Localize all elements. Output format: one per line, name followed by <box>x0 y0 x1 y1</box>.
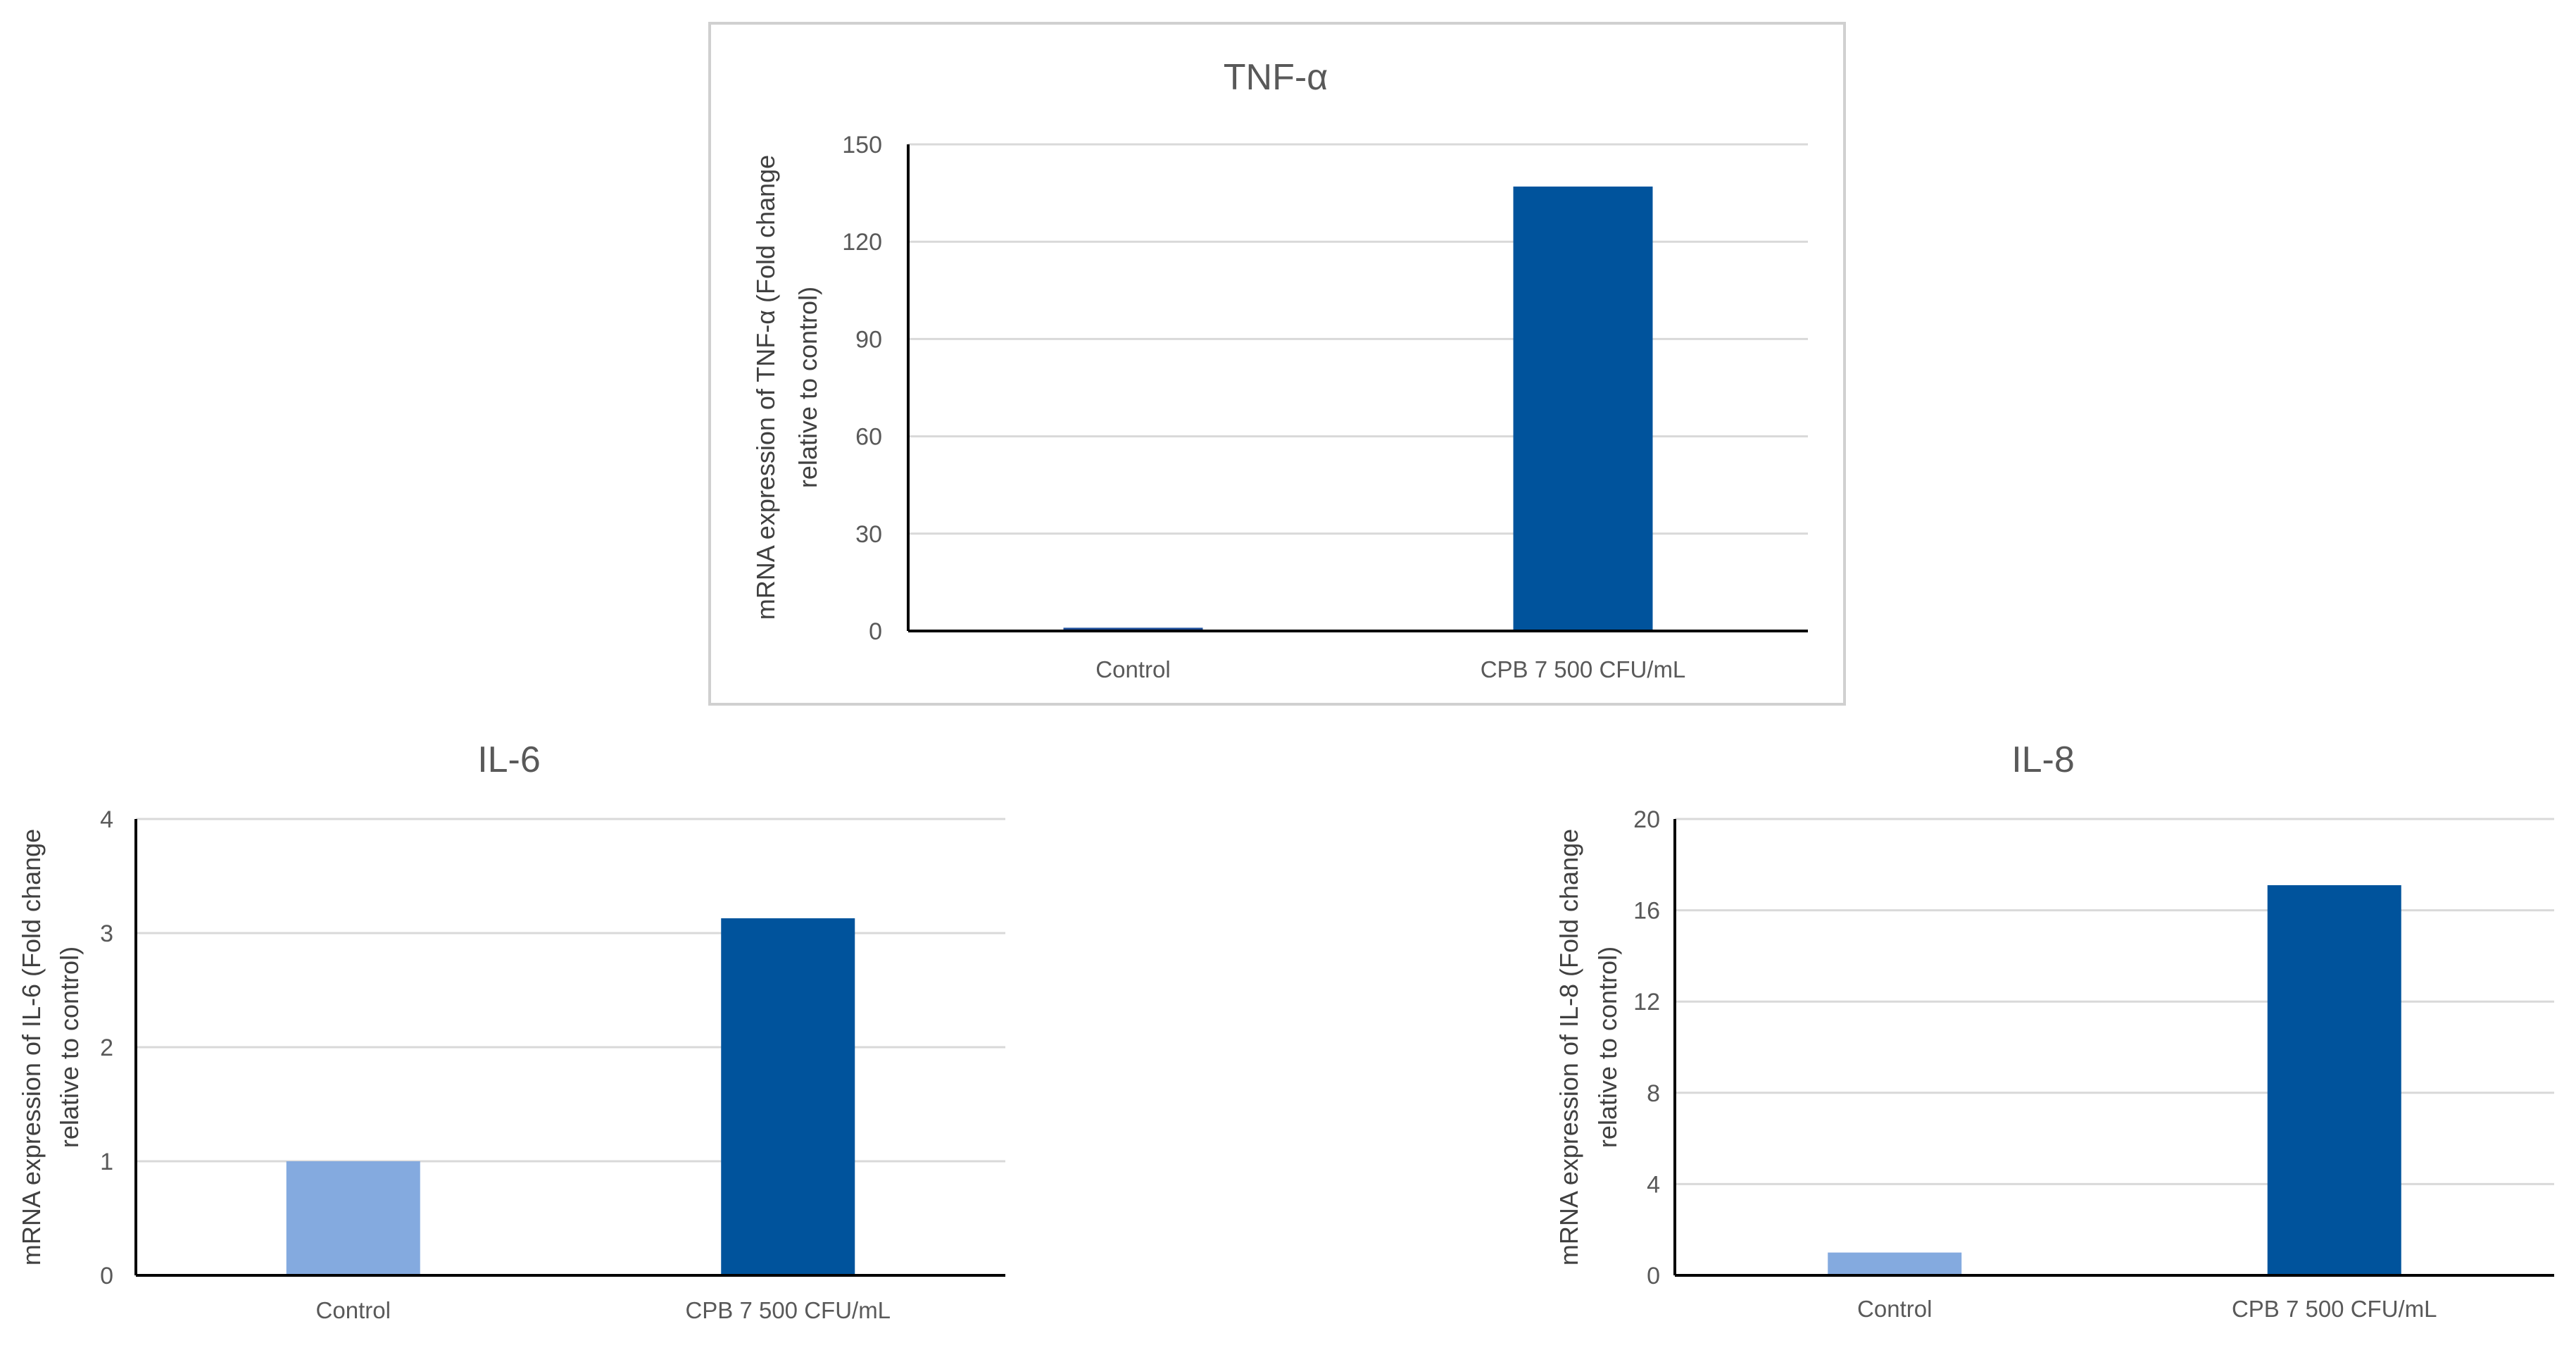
chart-border <box>708 22 1846 706</box>
x-category-label: Control <box>1095 656 1170 682</box>
y-axis-label: relative to control) <box>55 946 84 1148</box>
x-category-label: CPB 7 500 CFU/mL <box>685 1297 891 1323</box>
y-tick-label: 12 <box>1633 989 1660 1015</box>
y-tick-label: 4 <box>100 806 113 833</box>
chart-il6: 0 1 2 3 4 Control CPB 7 500 CFU/mL IL-6 mRNA exp… <box>17 739 1005 1323</box>
y-tick-label: 1 <box>100 1149 113 1175</box>
y-tick-label: 2 <box>100 1035 113 1061</box>
chart-title: IL-6 <box>477 739 541 780</box>
y-tick-label: 8 <box>1647 1080 1660 1107</box>
y-axis-label: relative to control) <box>1593 946 1622 1148</box>
y-tick-label: 90 <box>855 326 882 353</box>
x-category-label: Control <box>316 1297 391 1323</box>
y-axis-label: mRNA expression of IL-8 (Fold change <box>1554 829 1583 1265</box>
y-tick-label: 0 <box>1647 1263 1660 1289</box>
chart-tnf: 0 30 60 90 120 150 Control CPB 7 500 CFU/mL TNF-… <box>708 22 1846 706</box>
y-axis-label: mRNA expression of TNF-α (Fold change <box>751 155 780 620</box>
bar-il8-1 <box>2267 885 2401 1275</box>
x-category-label: CPB 7 500 CFU/mL <box>2232 1296 2437 1322</box>
y-tick-label: 4 <box>1647 1171 1660 1198</box>
y-tick-label: 20 <box>1633 806 1660 833</box>
x-category-label: Control <box>1857 1296 1932 1322</box>
y-tick-label: 60 <box>855 424 882 451</box>
bar-tnf-0 <box>1063 627 1203 631</box>
y-tick-label: 0 <box>869 618 882 645</box>
bar-il6-1 <box>721 918 855 1275</box>
chart-title: IL-8 <box>2011 739 2075 780</box>
chart-il8: 0 4 8 12 16 20 Control CPB 7 500 CFU/mL IL-8 mRNA… <box>1554 739 2554 1322</box>
y-tick-label: 120 <box>842 229 882 256</box>
chart-title: TNF-α <box>1224 57 1328 98</box>
bar-il6-0 <box>286 1161 420 1275</box>
y-axis-label: mRNA expression of IL-6 (Fold change <box>17 829 46 1265</box>
y-tick-label: 3 <box>100 920 113 947</box>
y-tick-label: 16 <box>1633 898 1660 925</box>
y-tick-label: 30 <box>855 521 882 548</box>
y-tick-label: 0 <box>100 1263 113 1289</box>
x-category-label: CPB 7 500 CFU/mL <box>1481 656 1686 682</box>
bar-tnf-1 <box>1513 186 1653 631</box>
bar-il8-0 <box>1828 1252 1962 1275</box>
y-tick-label: 150 <box>842 132 882 158</box>
y-axis-label: relative to control) <box>793 287 822 488</box>
